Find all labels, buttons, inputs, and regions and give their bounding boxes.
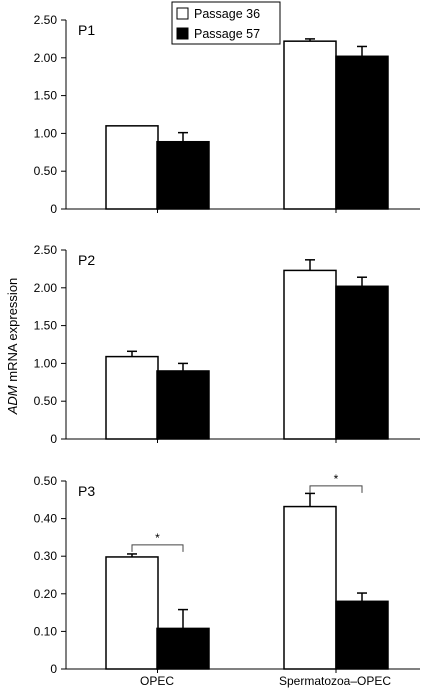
significance-bracket: [309, 485, 363, 493]
bar-passage-36-spermatozoa-opec: [283, 40, 337, 210]
y-tick-label: 1.50: [34, 319, 58, 333]
panel-p2: 0 0.50 1.00 1.50 2.00 2.50 P2: [34, 243, 420, 446]
legend-swatch-passage-36: [176, 7, 189, 20]
y-axis-label-gene: ADM: [5, 385, 20, 415]
y-tick-label: 0.50: [34, 394, 58, 408]
legend-label-passage-57: Passage 57: [194, 27, 260, 41]
y-tick-label: 2.50: [34, 243, 58, 257]
y-tick-label: 2.50: [34, 13, 58, 27]
bar-passage-57-opec: [156, 370, 210, 440]
panel-p3: 0 0.10 0.20 0.30 0.40 0.50 P3 * *: [34, 472, 420, 676]
y-tick-label: 1.00: [34, 356, 58, 370]
y-tick-label: 0.50: [34, 164, 58, 178]
legend-box: [171, 1, 281, 45]
significance-marker: *: [334, 472, 339, 486]
y-tick-label: 2.00: [34, 281, 58, 295]
bar-passage-36-opec: [105, 355, 159, 440]
y-tick-label: 0.50: [34, 474, 58, 488]
bar-passage-57-opec: [156, 140, 210, 210]
legend: Passage 36 Passage 57: [171, 1, 281, 45]
chart-panels: 0 0.50 1.00 1.50 2.00 2.50 P1 0 0.50 1.00 1.50 2.00…: [34, 13, 420, 676]
significance-marker: *: [155, 531, 160, 545]
category-label-spermatozoa-opec: Spermatozoa–OPEC: [279, 674, 391, 688]
panel-label: P2: [78, 252, 95, 268]
y-axis-label: ADM mRNA expression: [5, 278, 20, 416]
significance-bracket: [131, 544, 184, 552]
legend-swatch-passage-57: [176, 27, 189, 40]
y-tick-label: 2.00: [34, 51, 58, 65]
bar-passage-57-opec: [156, 627, 210, 670]
y-tick-label: 0.30: [34, 549, 58, 563]
y-tick-label: 0: [50, 662, 57, 676]
bar-passage-57-spermatozoa-opec: [335, 600, 389, 670]
legend-label-passage-36: Passage 36: [194, 7, 260, 21]
bar-passage-36-spermatozoa-opec: [283, 269, 337, 440]
bar-passage-36-opec: [105, 556, 159, 670]
bar-passage-36-spermatozoa-opec: [283, 505, 337, 670]
y-tick-label: 1.00: [34, 126, 58, 140]
y-tick-label: 0: [50, 202, 57, 216]
panel-label: P1: [78, 22, 95, 38]
y-tick-label: 0: [50, 432, 57, 446]
y-tick-label: 0.20: [34, 587, 58, 601]
y-tick-label: 0.10: [34, 624, 58, 638]
y-tick-label: 0.40: [34, 512, 58, 526]
y-axis-label-rest: mRNA expression: [5, 278, 20, 386]
bar-passage-57-spermatozoa-opec: [335, 285, 389, 440]
panel-label: P3: [78, 483, 95, 499]
y-tick-label: 1.50: [34, 89, 58, 103]
bar-passage-36-opec: [105, 125, 159, 210]
bar-passage-57-spermatozoa-opec: [335, 55, 389, 210]
panel-p1: 0 0.50 1.00 1.50 2.00 2.50 P1: [34, 13, 420, 216]
category-label-opec: OPEC: [140, 674, 174, 688]
